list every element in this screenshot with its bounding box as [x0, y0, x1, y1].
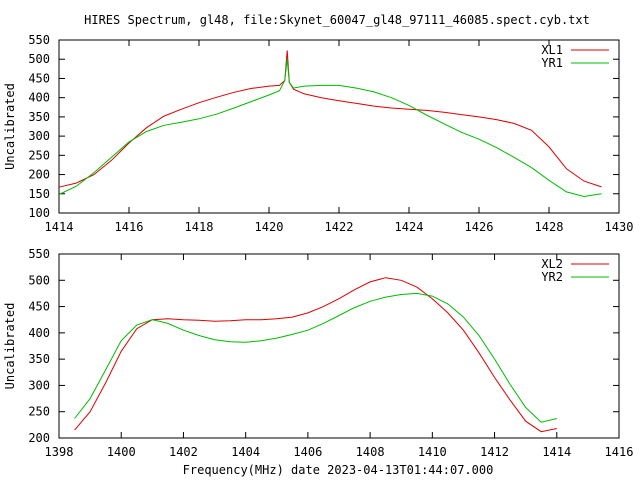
- legend-label-xl2: XL2: [541, 257, 563, 271]
- y-axis-label: Uncalibrated: [3, 83, 17, 170]
- x-tick-label: 1424: [395, 220, 424, 234]
- y-tick-label: 500: [28, 52, 50, 66]
- bottom-spectrum-panel: 200 250 300 350 400 450 500 550 1398 1400 1402 1404…: [3, 247, 633, 459]
- y-tick-label: 400: [28, 326, 50, 340]
- y-tick-label: 350: [28, 110, 50, 124]
- y-tick-label: 200: [28, 168, 50, 182]
- plot-frame: [58, 253, 620, 439]
- x-tick-label: 1408: [356, 445, 385, 459]
- x-tick-label: 1406: [293, 445, 322, 459]
- x-tick-label: 1426: [465, 220, 494, 234]
- x-tick-label: 1404: [231, 445, 260, 459]
- y-tick-label: 500: [28, 273, 50, 287]
- x-tick-label: 1410: [418, 445, 447, 459]
- y-tick-label: 300: [28, 129, 50, 143]
- x-axis-title: Frequency(MHz) date 2023-04-13T01:44:07.…: [183, 463, 494, 477]
- legend-label-yr1: YR1: [541, 56, 563, 70]
- x-tick-label: 1420: [255, 220, 284, 234]
- x-tick-label: 1412: [480, 445, 509, 459]
- y-tick-label: 350: [28, 352, 50, 366]
- x-tick-label: 1418: [185, 220, 214, 234]
- legend-label-xl1: XL1: [541, 43, 563, 57]
- y-tick-label: 450: [28, 300, 50, 314]
- y-tick-label: 550: [28, 33, 50, 47]
- series-line-yr2: [74, 292, 557, 423]
- figure-title: HIRES Spectrum, gl48, file:Skynet_60047_…: [84, 13, 590, 27]
- y-tick-label: 150: [28, 187, 50, 201]
- x-tick-label: 1402: [169, 445, 198, 459]
- top-spectrum-panel: 100 150 200 250 300 350 400 450 500 550 1414 1416 14…: [3, 33, 633, 234]
- x-tick-label: 1398: [45, 445, 74, 459]
- series-line-xl1: [58, 50, 602, 188]
- legend-label-yr2: YR2: [541, 270, 563, 284]
- x-tick-label: 1414: [45, 220, 74, 234]
- y-tick-label: 400: [28, 91, 50, 105]
- series-line-yr1: [58, 59, 602, 198]
- y-tick-label: 100: [28, 206, 50, 220]
- x-tick-label: 1414: [542, 445, 571, 459]
- y-tick-label: 450: [28, 71, 50, 85]
- x-tick-label: 1416: [115, 220, 144, 234]
- x-tick-label: 1422: [325, 220, 354, 234]
- x-tick-label: 1430: [605, 220, 634, 234]
- y-tick-label: 250: [28, 405, 50, 419]
- y-tick-label: 250: [28, 148, 50, 162]
- y-axis-label: Uncalibrated: [3, 303, 17, 390]
- y-tick-label: 300: [28, 378, 50, 392]
- plot-frame: [58, 39, 620, 214]
- x-tick-label: 1400: [107, 445, 136, 459]
- x-tick-label: 1428: [535, 220, 564, 234]
- y-tick-label: 200: [28, 431, 50, 445]
- x-tick-label: 1416: [605, 445, 634, 459]
- series-line-xl2: [74, 277, 557, 433]
- y-tick-label: 550: [28, 247, 50, 261]
